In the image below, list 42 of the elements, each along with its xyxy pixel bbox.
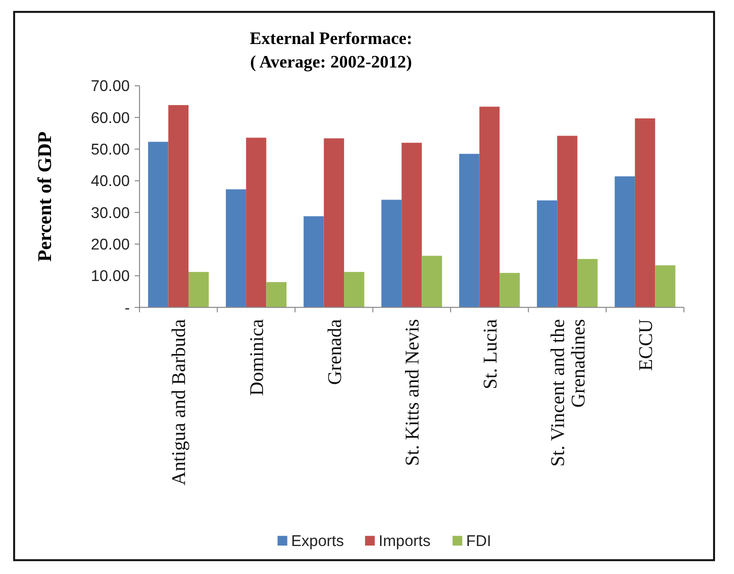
bar bbox=[381, 200, 402, 308]
bar bbox=[479, 106, 500, 308]
x-tick-label: St. Lucia bbox=[480, 318, 502, 390]
y-tick-label: - bbox=[124, 300, 130, 317]
chart-subtitle: ( Average: 2002-2012) bbox=[250, 51, 412, 72]
x-tick-label: ECCU bbox=[636, 319, 657, 371]
x-tick-label: St. Vincent and the Grenadines bbox=[548, 319, 590, 467]
legend-label: Exports bbox=[291, 533, 344, 550]
bar bbox=[536, 200, 558, 308]
bar bbox=[557, 136, 578, 308]
bar bbox=[246, 138, 266, 308]
bar bbox=[500, 272, 520, 308]
y-axis-title: Percent of GDP bbox=[35, 131, 56, 262]
chart-title: External Performace: bbox=[250, 28, 412, 48]
bar bbox=[188, 272, 209, 308]
bar bbox=[422, 256, 442, 308]
x-tick-label: Dominica bbox=[246, 318, 268, 396]
bar bbox=[634, 118, 656, 308]
bar bbox=[459, 154, 480, 308]
bar bbox=[402, 142, 422, 308]
y-tick-label: 40.00 bbox=[90, 173, 130, 190]
x-tick-label: Antigua and Barbuda bbox=[169, 318, 190, 486]
y-tick-label: 30.00 bbox=[90, 204, 130, 222]
bar bbox=[324, 138, 344, 308]
x-tick-label: Grenada bbox=[324, 318, 346, 385]
legend-label: Imports bbox=[378, 533, 431, 550]
legend-label: FDI bbox=[466, 533, 492, 550]
bar bbox=[655, 265, 676, 308]
x-tick-label: St. Kitts and Nevis bbox=[402, 319, 424, 466]
bar bbox=[577, 258, 598, 308]
bar bbox=[304, 216, 324, 308]
bar bbox=[168, 105, 189, 308]
bar bbox=[266, 282, 287, 308]
y-tick-label: 10.00 bbox=[90, 268, 130, 286]
y-tick-label: 20.00 bbox=[90, 236, 130, 254]
y-tick-label: 70.00 bbox=[90, 78, 130, 96]
bar bbox=[614, 176, 635, 308]
bar bbox=[148, 142, 168, 308]
bar bbox=[226, 189, 246, 308]
y-tick-label: 50.00 bbox=[90, 142, 130, 159]
y-tick-label: 60.00 bbox=[90, 110, 130, 127]
bar bbox=[344, 272, 364, 308]
